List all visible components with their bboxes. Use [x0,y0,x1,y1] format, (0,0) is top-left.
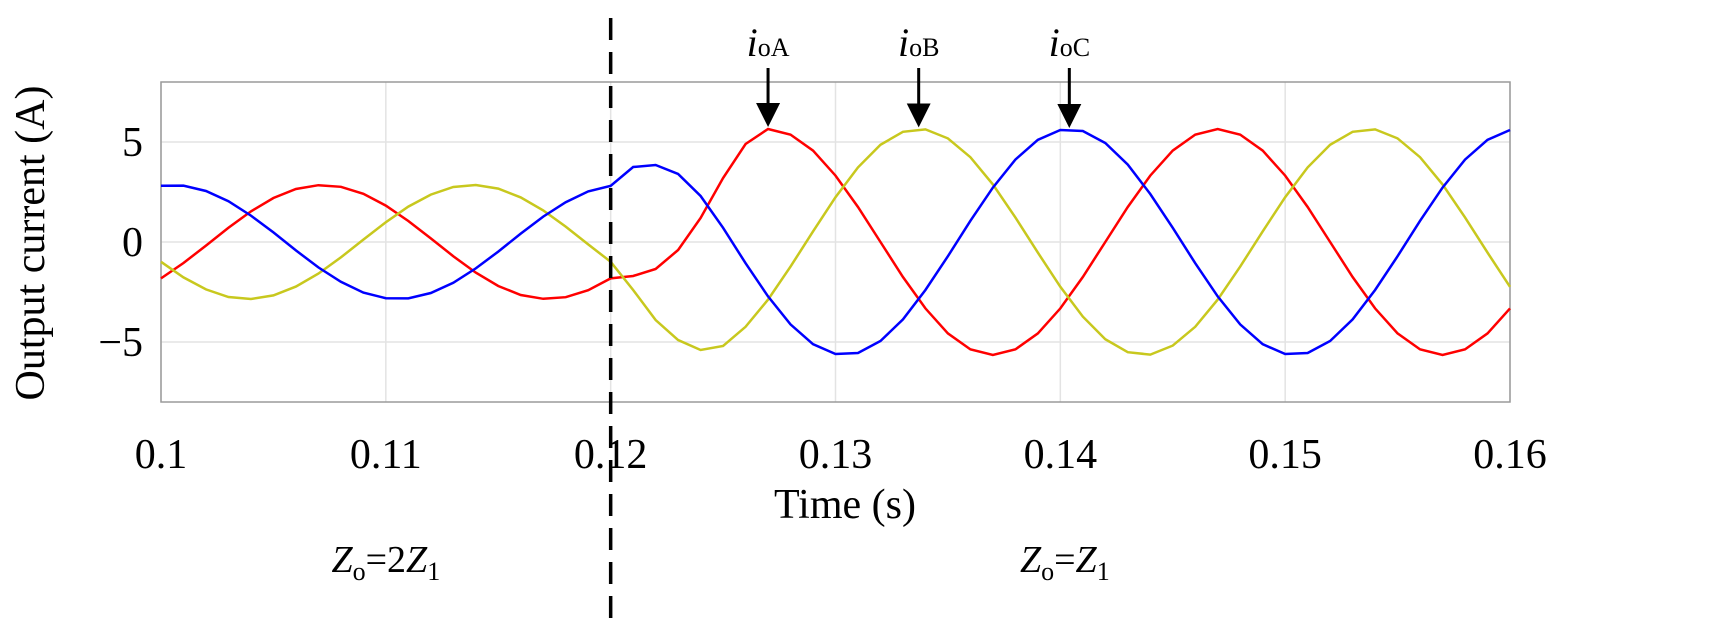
annotation-sub: oC [1060,33,1090,62]
annotation-label: ioA [747,20,790,65]
region-part: Z [1076,539,1098,581]
y-tick-label: 0 [122,220,143,266]
plot-border [160,81,1511,403]
annotation-sub: oA [758,33,790,62]
x-axis-label: Time (s) [774,482,916,528]
region-part: 1 [1097,557,1110,586]
region-part: Z [406,539,428,581]
x-tick-label: 0.14 [1024,432,1098,478]
region-part: Z [331,539,353,581]
region-label: Zo=2Z1 [331,539,440,586]
series-line [160,127,1511,357]
x-tick-label: 0.16 [1473,432,1547,478]
x-tick-label: 0.15 [1248,432,1322,478]
y-tick-label: 5 [122,120,143,166]
annotation-main: i [898,20,909,65]
annotation-main: i [747,20,758,65]
region-part: o [353,557,366,586]
x-tick-label: 0.11 [350,432,422,478]
series-line [160,128,1512,356]
region-label: Zo=Z1 [1020,539,1110,586]
y-tick-label: −5 [98,320,143,366]
series-line [160,128,1511,356]
x-tick-label: 0.1 [135,432,188,478]
y-axis-label: Output current (A) [8,86,54,401]
region-part: o [1041,557,1054,586]
region-part: = [1054,539,1075,581]
region-part: 1 [427,557,440,586]
region-part: Z [1020,539,1042,581]
annotation-main: i [1049,20,1060,65]
x-tick-label: 0.13 [799,432,873,478]
annotation-sub: oB [909,33,939,62]
annotation-label: ioC [1049,20,1090,65]
annotation-label: ioB [898,20,939,65]
region-part: =2 [366,539,406,581]
